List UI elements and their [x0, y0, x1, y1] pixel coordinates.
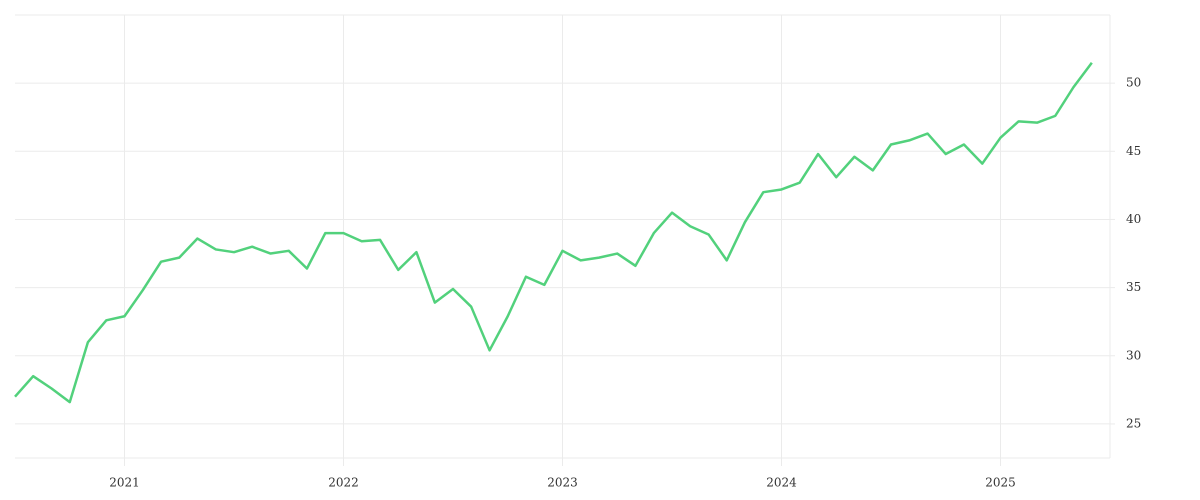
- y-tick-label: 40: [1126, 212, 1141, 226]
- y-tick-label: 30: [1126, 348, 1141, 362]
- x-tick-label: 2021: [109, 476, 140, 490]
- y-tick-label: 45: [1126, 144, 1141, 158]
- line: [14, 61, 1093, 404]
- x-tick-label: 2022: [328, 476, 359, 490]
- y-tick-label: 35: [1126, 280, 1141, 294]
- y-tick-label: 25: [1126, 416, 1141, 430]
- x-tick-label: 2023: [547, 476, 578, 490]
- x-tick-label: 2024: [766, 476, 797, 490]
- y-tick-label: 50: [1126, 76, 1141, 90]
- x-tick-label: 2025: [985, 476, 1016, 490]
